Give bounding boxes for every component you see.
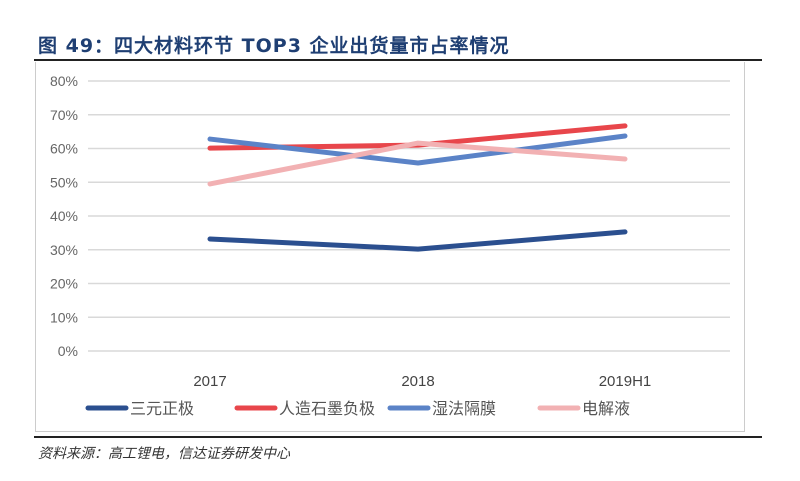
y-tick-label: 0% — [58, 343, 78, 359]
y-tick-label: 10% — [50, 309, 78, 325]
figure-title: 图 49：四大材料环节 TOP3 企业出货量市占率情况 — [38, 35, 510, 57]
source-note: 资料来源：高工锂电，信达证券研发中心 — [38, 446, 290, 462]
x-tick-label: 2019H1 — [599, 373, 652, 390]
y-tick-label: 70% — [50, 107, 78, 123]
legend-label: 人造石墨负极 — [279, 399, 375, 418]
y-tick-label: 30% — [50, 242, 78, 258]
x-tick-label: 2018 — [401, 373, 434, 390]
y-tick-label: 50% — [50, 174, 78, 190]
series-line-1 — [207, 229, 628, 252]
y-tick-label: 60% — [50, 141, 78, 157]
chart-frame — [35, 62, 745, 432]
y-tick-label: 40% — [50, 208, 78, 224]
y-tick-label: 20% — [50, 276, 78, 292]
series-line-4 — [207, 140, 628, 187]
y-tick-label: 80% — [50, 73, 78, 89]
x-tick-label: 2017 — [193, 373, 226, 390]
source-rule — [34, 436, 762, 438]
title-rule — [34, 59, 762, 61]
legend-label: 湿法隔膜 — [432, 399, 496, 418]
legend-label: 三元正极 — [130, 399, 194, 418]
series-line-3 — [207, 133, 628, 166]
legend-label: 电解液 — [582, 399, 630, 418]
